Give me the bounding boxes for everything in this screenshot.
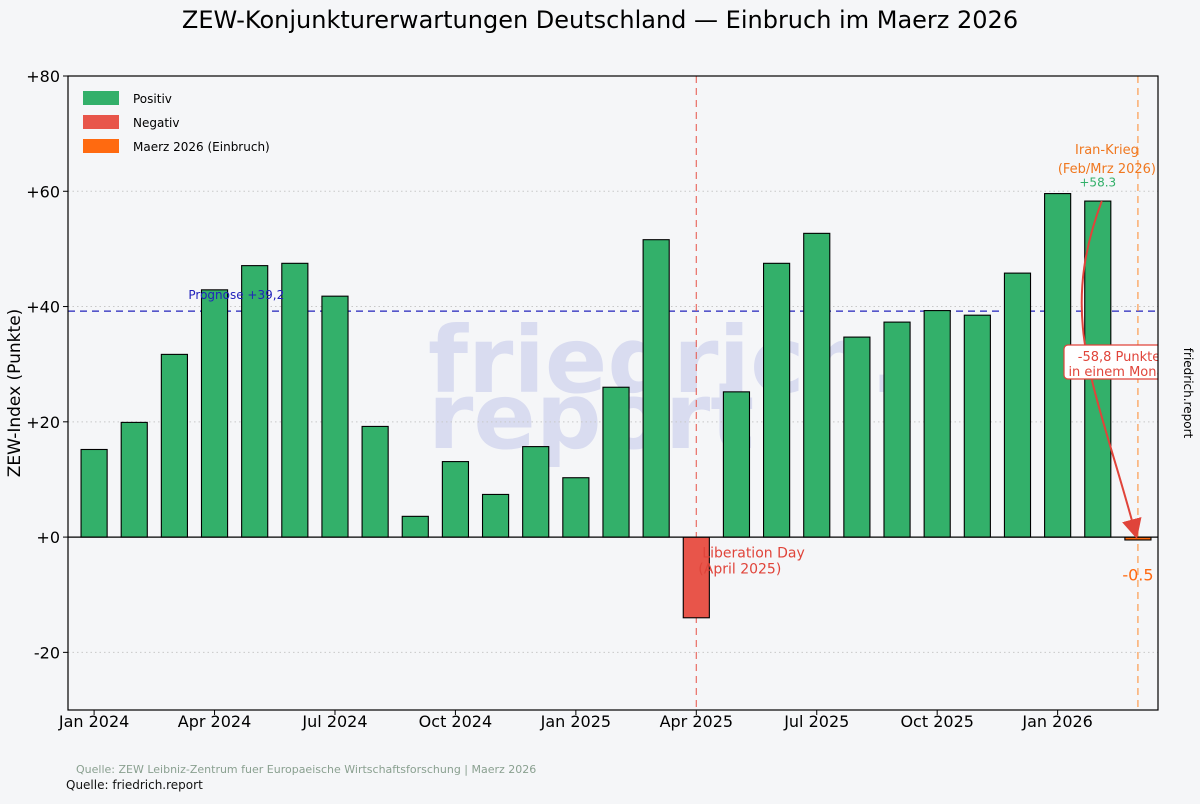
y-tick-label: +40 [26, 298, 60, 317]
plot-frame [67, 75, 1159, 711]
legend-label-neg: Negativ [133, 116, 179, 130]
legend-swatch-crash [83, 139, 119, 153]
feb-value-label: +58.3 [1079, 176, 1116, 190]
bar [803, 232, 831, 538]
x-tick-label: Apr 2024 [178, 712, 251, 731]
bar [963, 314, 991, 538]
bar [200, 289, 229, 538]
x-tick-label: Apr 2025 [660, 712, 733, 731]
bar [160, 353, 188, 538]
bar [481, 493, 510, 538]
x-tick-label: Jul 2025 [783, 712, 849, 731]
bar [923, 310, 951, 538]
x-tick-label: Jan 2026 [1021, 712, 1092, 731]
legend-swatch-neg [83, 115, 119, 129]
chart-title: ZEW-Konjunkturerwartungen Deutschland — … [182, 6, 1018, 34]
bar [361, 425, 389, 538]
bar [843, 336, 871, 538]
bar [401, 515, 429, 538]
bar [281, 262, 309, 538]
mar-value-label: -0.5 [1122, 565, 1153, 584]
bar [602, 386, 630, 538]
bar [883, 321, 911, 538]
bar [441, 461, 470, 538]
drop-box-line2: in einem Monat [1068, 365, 1169, 380]
drop-box-line1: -58,8 Punkte [1078, 350, 1160, 365]
bar [241, 265, 269, 538]
bar [80, 448, 108, 538]
annotations: Liberation Day (April 2025) Iran-Krieg (… [188, 143, 1169, 584]
prognose-label: Prognose +39,2 [188, 288, 284, 302]
iran-war-label: Iran-Krieg [1075, 143, 1139, 158]
legend-label-crash: Maerz 2026 (Einbruch) [133, 140, 270, 154]
bar [682, 536, 710, 619]
y-tick-label: +60 [26, 182, 60, 201]
drop-box [1063, 344, 1158, 380]
side-credit: friedrich.report [1181, 348, 1195, 439]
bar [1003, 272, 1032, 538]
x-tick-label: Oct 2024 [419, 712, 492, 731]
x-axis: Jan 2024 Apr 2024 Jul 2024 Oct 2024 Jan 2025… [58, 710, 1093, 731]
bar [522, 446, 550, 538]
bar [321, 295, 349, 538]
y-tick-label: +0 [36, 528, 60, 547]
x-tick-label: Jul 2024 [301, 712, 367, 731]
legend: Positiv Negativ Maerz 2026 (Einbruch) [83, 91, 270, 154]
bar [722, 391, 751, 538]
bar [120, 421, 148, 538]
legend-label-pos: Positiv [133, 92, 172, 106]
source-line: Quelle: ZEW Leibniz-Zentrum fuer Europae… [76, 763, 536, 776]
legend-swatch-pos [83, 91, 119, 105]
liberation-day-sublabel: (April 2025) [698, 561, 781, 577]
y-tick-label: +80 [26, 67, 60, 86]
x-tick-label: Oct 2025 [900, 712, 973, 731]
credit-line: Quelle: friedrich.report [66, 778, 203, 792]
bar [562, 477, 590, 538]
y-axis-label: ZEW-Index (Punkte) [5, 309, 25, 478]
iran-war-sublabel: (Feb/Mrz 2026) [1058, 162, 1156, 177]
y-tick-label: -20 [34, 643, 60, 662]
y-tick-label: +20 [26, 413, 60, 432]
liberation-day-label: Liberation Day [702, 545, 804, 561]
x-tick-label: Jan 2024 [58, 712, 129, 731]
watermark-line2: report [428, 363, 754, 470]
bar [642, 239, 670, 538]
y-axis: -20 +0 +20 +40 +60 +80 [26, 67, 68, 662]
bar [763, 262, 791, 538]
x-tick-label: Jan 2025 [540, 712, 611, 731]
